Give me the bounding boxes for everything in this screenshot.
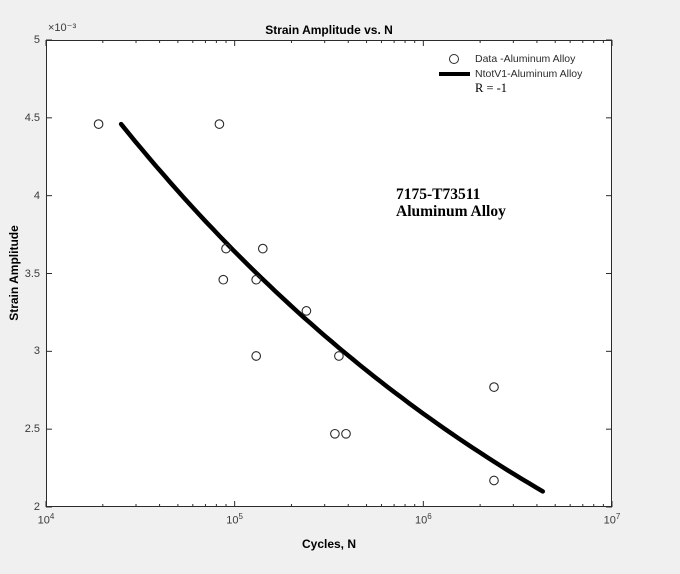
data-point-marker [251, 274, 262, 285]
x-tick-label: 104 [37, 512, 55, 527]
data-point-marker [334, 351, 344, 361]
legend-label-fit-line: NtotV1-Aluminum Alloy [475, 67, 583, 80]
data-point-marker [218, 274, 229, 285]
y-axis-exponent-label: ×10⁻³ [48, 22, 77, 34]
y-tick-label: 4 [33, 189, 40, 202]
x-tick-label: 106 [414, 512, 432, 527]
data-point-marker [93, 119, 104, 129]
legend-entry-fit-line: NtotV1-Aluminum Alloy [436, 66, 582, 81]
material-annotation-line1: 7175-T73511 [396, 186, 481, 203]
x-tick-label: 105 [226, 512, 243, 527]
x-tick-label: 107 [603, 512, 621, 527]
plot-area [46, 40, 612, 507]
y-tick-label: 2.5 [24, 423, 40, 436]
material-annotation: 7175-T73511 Aluminum Alloy [396, 186, 506, 220]
legend-circle-marker-icon [436, 53, 472, 64]
legend-line-marker-icon [436, 71, 472, 76]
y-tick-label: 5 [33, 34, 40, 46]
fit-curve [118, 121, 546, 494]
legend: Data -Aluminum Alloy NtotV1-Aluminum All… [436, 51, 582, 96]
data-point-marker [330, 428, 340, 439]
y-tick-label: 2 [33, 501, 40, 513]
data-point-marker [221, 243, 231, 254]
legend-label-r-ratio: R = -1 [475, 81, 508, 95]
y-tick-label: 3 [33, 345, 40, 358]
data-point-marker [214, 119, 225, 129]
material-annotation-line2: Aluminum Alloy [396, 203, 506, 220]
legend-entry-r-ratio: R = -1 [436, 81, 582, 96]
legend-label-data: Data -Aluminum Alloy [475, 52, 576, 65]
data-point-marker [251, 351, 262, 361]
data-point-marker [341, 428, 351, 439]
data-point-marker [489, 475, 499, 486]
legend-entry-data: Data -Aluminum Alloy [436, 51, 582, 66]
chart-title: Strain Amplitude vs. N [265, 23, 393, 37]
data-point-marker [489, 382, 499, 392]
x-axis-label: Cycles, N [301, 537, 357, 551]
data-point-marker [257, 243, 268, 254]
y-tick-label: 3.5 [24, 267, 40, 280]
y-tick-label: 4.5 [24, 111, 40, 124]
data-point-marker [301, 306, 312, 316]
